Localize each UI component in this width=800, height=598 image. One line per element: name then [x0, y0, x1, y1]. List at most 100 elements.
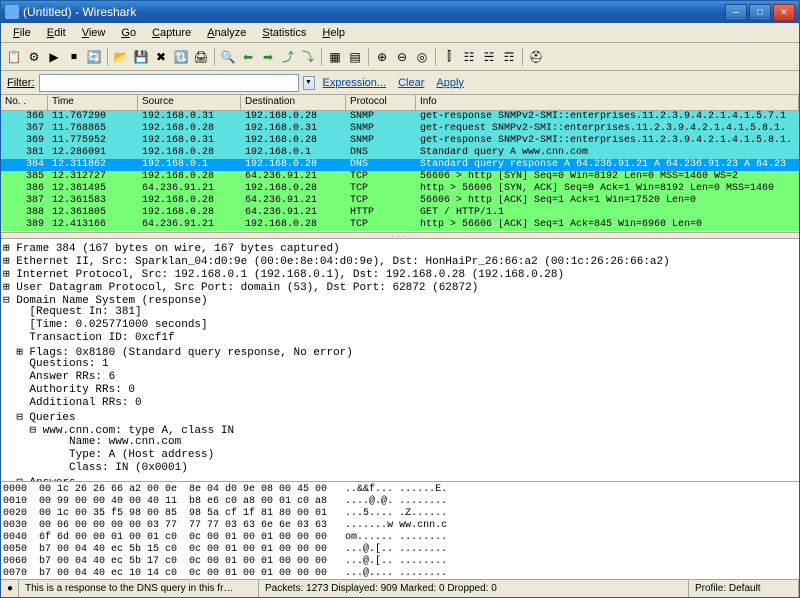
- detail-line[interactable]: Type: A (Host address): [3, 449, 797, 462]
- menubar: File Edit View Go Capture Analyze Statis…: [1, 23, 799, 43]
- packet-row[interactable]: 36611.767290192.168.0.31192.168.0.28SNMP…: [1, 111, 799, 123]
- detail-line[interactable]: [Time: 0.025771000 seconds]: [3, 319, 797, 332]
- detail-line[interactable]: Answer RRs: 6: [3, 371, 797, 384]
- filter2-icon[interactable]: ☵: [480, 48, 498, 66]
- menu-capture[interactable]: Capture: [144, 25, 199, 41]
- main-window: (Untitled) - Wireshark ─ □ ✕ File Edit V…: [0, 0, 800, 598]
- goto-icon[interactable]: ⤴: [279, 48, 297, 66]
- save-icon[interactable]: 💾: [132, 48, 150, 66]
- detail-line[interactable]: ⊞ Frame 384 (167 bytes on wire, 167 byte…: [3, 241, 797, 254]
- separator: [368, 48, 369, 66]
- status-mid: Packets: 1273 Displayed: 909 Marked: 0 D…: [259, 580, 689, 597]
- detail-line[interactable]: ⊞ Flags: 0x8180 (Standard query response…: [3, 345, 797, 358]
- packet-row[interactable]: 38712.361583192.168.0.2864.236.91.21TCP5…: [1, 195, 799, 207]
- toolbar: 📋 ⚙ ▶ ⏹ 🔄 📂 💾 ✖ 🔃 🖨 🔍 ⬅ ➡ ⤴ ⤵ ▦ ▤ ⊕ ⊖ ◎ …: [1, 43, 799, 71]
- hex-line[interactable]: 0050 b7 00 04 40 ec 5b 15 c0 0c 00 01 00…: [3, 544, 797, 556]
- zoom100-icon[interactable]: ◎: [413, 48, 431, 66]
- menu-analyze[interactable]: Analyze: [199, 25, 254, 41]
- zoomin-icon[interactable]: ⊕: [373, 48, 391, 66]
- detail-line[interactable]: [Request In: 381]: [3, 306, 797, 319]
- filter1-icon[interactable]: ☷: [460, 48, 478, 66]
- close-file-icon[interactable]: ✖: [152, 48, 170, 66]
- titlebar[interactable]: (Untitled) - Wireshark ─ □ ✕: [1, 1, 799, 23]
- hex-line[interactable]: 0020 00 1c 00 35 f5 98 00 85 98 5a cf 1f…: [3, 508, 797, 520]
- col-dest[interactable]: Destination: [241, 95, 346, 110]
- col-proto[interactable]: Protocol: [346, 95, 416, 110]
- stop-icon[interactable]: ⏹: [65, 48, 83, 66]
- hex-line[interactable]: 0000 00 1c 26 26 66 a2 00 0e 8e 04 d0 9e…: [3, 484, 797, 496]
- menu-view[interactable]: View: [74, 25, 114, 41]
- packet-row[interactable]: 38812.361805192.168.0.2864.236.91.21HTTP…: [1, 207, 799, 219]
- packet-list[interactable]: No. . Time Source Destination Protocol I…: [1, 95, 799, 233]
- status-icon[interactable]: ●: [1, 580, 19, 597]
- detail-line[interactable]: ⊞ Ethernet II, Src: Sparklan_04:d0:9e (0…: [3, 254, 797, 267]
- col-no[interactable]: No. .: [1, 95, 48, 110]
- hex-line[interactable]: 0010 00 99 00 00 40 00 40 11 b8 e6 c0 a8…: [3, 496, 797, 508]
- packet-details[interactable]: ⊞ Frame 384 (167 bytes on wire, 167 byte…: [1, 239, 799, 481]
- interfaces-icon[interactable]: 📋: [5, 48, 23, 66]
- find-icon[interactable]: 🔍: [219, 48, 237, 66]
- packet-row[interactable]: 36911.775952192.168.0.31192.168.0.28SNMP…: [1, 135, 799, 147]
- packet-row[interactable]: 38512.312727192.168.0.2864.236.91.21TCP5…: [1, 171, 799, 183]
- hex-line[interactable]: 0060 b7 00 04 40 ec 5b 17 c0 0c 00 01 00…: [3, 556, 797, 568]
- print-icon[interactable]: 🖨: [192, 48, 210, 66]
- detail-line[interactable]: ⊟ www.cnn.com: type A, class IN: [3, 423, 797, 436]
- filter3-icon[interactable]: ☶: [500, 48, 518, 66]
- menu-statistics[interactable]: Statistics: [254, 25, 314, 41]
- detail-line[interactable]: Authority RRs: 0: [3, 384, 797, 397]
- separator: [321, 48, 322, 66]
- status-right: Profile: Default: [689, 580, 799, 597]
- col-info[interactable]: Info: [416, 95, 799, 110]
- clear-button[interactable]: Clear: [394, 77, 428, 89]
- back-icon[interactable]: ⬅: [239, 48, 257, 66]
- detail-line[interactable]: ⊞ Internet Protocol, Src: 192.168.0.1 (1…: [3, 267, 797, 280]
- options-icon[interactable]: ⚙: [25, 48, 43, 66]
- detail-line[interactable]: Transaction ID: 0xcf1f: [3, 332, 797, 345]
- hex-line[interactable]: 0070 b7 00 04 40 ec 10 14 c0 0c 00 01 00…: [3, 568, 797, 579]
- maximize-button[interactable]: □: [749, 4, 771, 21]
- autoscroll-icon[interactable]: ▤: [346, 48, 364, 66]
- menu-file[interactable]: File: [5, 25, 39, 41]
- detail-line[interactable]: Questions: 1: [3, 358, 797, 371]
- restart-icon[interactable]: 🔄: [85, 48, 103, 66]
- expression-button[interactable]: Expression...: [319, 77, 391, 89]
- menu-help[interactable]: Help: [314, 25, 353, 41]
- open-icon[interactable]: 📂: [112, 48, 130, 66]
- detail-line[interactable]: Name: www.cnn.com: [3, 436, 797, 449]
- detail-line[interactable]: ⊞ User Datagram Protocol, Src Port: doma…: [3, 280, 797, 293]
- packet-row[interactable]: 36711.768865192.168.0.28192.168.0.31SNMP…: [1, 123, 799, 135]
- detail-line[interactable]: ⊟ Queries: [3, 410, 797, 423]
- start-icon[interactable]: ▶: [45, 48, 63, 66]
- minimize-button[interactable]: ─: [725, 4, 747, 21]
- gotofirst-icon[interactable]: ⤵: [299, 48, 317, 66]
- packet-row[interactable]: 38412.311862192.168.0.1192.168.0.28DNSSt…: [1, 159, 799, 171]
- forward-icon[interactable]: ➡: [259, 48, 277, 66]
- detail-line[interactable]: Additional RRs: 0: [3, 397, 797, 410]
- reload-icon[interactable]: 🔃: [172, 48, 190, 66]
- filter-input[interactable]: [39, 74, 299, 92]
- hex-line[interactable]: 0030 00 06 00 00 00 00 03 77 77 77 03 63…: [3, 520, 797, 532]
- filter-dropdown-icon[interactable]: ▼: [303, 76, 315, 90]
- zoomout-icon[interactable]: ⊖: [393, 48, 411, 66]
- help-icon[interactable]: ⛑: [527, 48, 545, 66]
- detail-line[interactable]: Class: IN (0x0001): [3, 462, 797, 475]
- hex-line[interactable]: 0040 6f 6d 00 00 01 00 01 c0 0c 00 01 00…: [3, 532, 797, 544]
- col-time[interactable]: Time: [48, 95, 138, 110]
- packet-header: No. . Time Source Destination Protocol I…: [1, 95, 799, 111]
- packet-rows[interactable]: 36611.767290192.168.0.31192.168.0.28SNMP…: [1, 111, 799, 231]
- menu-edit[interactable]: Edit: [39, 25, 74, 41]
- apply-button[interactable]: Apply: [432, 77, 468, 89]
- detail-line[interactable]: ⊟ Domain Name System (response): [3, 293, 797, 306]
- menu-go[interactable]: Go: [113, 25, 144, 41]
- hex-pane[interactable]: 0000 00 1c 26 26 66 a2 00 0e 8e 04 d0 9e…: [1, 481, 799, 579]
- packet-row[interactable]: 38912.41316664.236.91.21192.168.0.28TCPh…: [1, 219, 799, 231]
- col-source[interactable]: Source: [138, 95, 241, 110]
- packet-row[interactable]: 38112.286091192.168.0.28192.168.0.1DNSSt…: [1, 147, 799, 159]
- app-icon: [5, 5, 19, 19]
- packet-row[interactable]: 38612.36149564.236.91.21192.168.0.28TCPh…: [1, 183, 799, 195]
- colorize-icon[interactable]: ▦: [326, 48, 344, 66]
- close-button[interactable]: ✕: [773, 4, 795, 21]
- separator: [214, 48, 215, 66]
- separator: [107, 48, 108, 66]
- resize-cols-icon[interactable]: ⫿: [440, 48, 458, 66]
